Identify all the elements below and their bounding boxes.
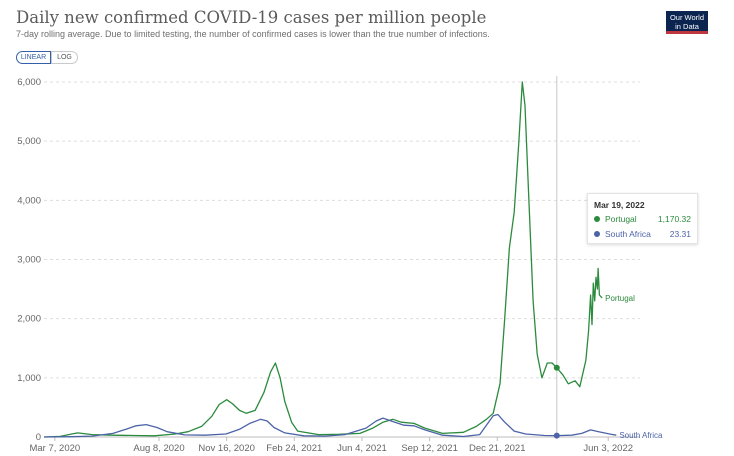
x-tick-label: Jun 3, 2022 <box>583 443 633 454</box>
tooltip-name-portugal: Portugal <box>605 214 637 224</box>
logo-line-2: in Data <box>675 22 699 31</box>
owid-logo[interactable]: Our World in Data <box>666 11 708 34</box>
y-tick-label: 0 <box>36 432 41 443</box>
chart-subtitle: 7-day rolling average. Due to limited te… <box>16 29 490 39</box>
tooltip-row-south-africa: South Africa 23.31 <box>594 229 691 241</box>
logo-accent-bar <box>666 31 708 34</box>
tooltip-date: Mar 19, 2022 <box>594 200 645 210</box>
x-tick-label: Mar 7, 2020 <box>29 443 80 454</box>
y-tick-label: 4,000 <box>17 195 41 206</box>
x-tick-label: Sep 12, 2021 <box>401 443 458 454</box>
y-tick-label: 6,000 <box>17 77 41 88</box>
tooltip-row-portugal: Portugal 1,170.32 <box>594 214 691 226</box>
x-tick-label: Aug 8, 2020 <box>133 443 184 454</box>
y-tick-label: 1,000 <box>17 373 41 384</box>
tooltip-value-portugal: 1,170.32 <box>657 214 691 224</box>
hover-point <box>553 364 560 371</box>
series-line-south-africa <box>43 413 617 438</box>
tooltip-dot-portugal <box>594 216 600 222</box>
linear-scale-button[interactable]: LINEAR <box>16 51 51 64</box>
log-scale-button[interactable]: LOG <box>51 51 78 64</box>
tooltip-value-south-africa: 23.31 <box>669 229 691 239</box>
tooltip-dot-south-africa <box>594 231 600 237</box>
x-tick-label: Nov 16, 2020 <box>198 443 255 454</box>
series-end-label: Portugal <box>605 294 635 303</box>
chart-title: Daily new confirmed COVID-19 cases per m… <box>16 8 487 27</box>
series-end-label: South Africa <box>619 431 663 440</box>
y-tick-label: 3,000 <box>17 255 41 266</box>
y-tick-label: 5,000 <box>17 136 41 147</box>
x-tick-label: Feb 24, 2021 <box>266 443 322 454</box>
logo-line-1: Our World <box>669 13 705 22</box>
x-tick-label: Jun 4, 2021 <box>337 443 387 454</box>
tooltip-name-south-africa: South Africa <box>605 229 651 239</box>
hover-tooltip: Mar 19, 2022 Portugal 1,170.32 South Afr… <box>587 193 698 244</box>
hover-point <box>553 432 560 439</box>
series-line-portugal <box>43 81 603 438</box>
y-tick-label: 2,000 <box>17 314 41 325</box>
x-tick-label: Dec 21, 2021 <box>469 443 526 454</box>
